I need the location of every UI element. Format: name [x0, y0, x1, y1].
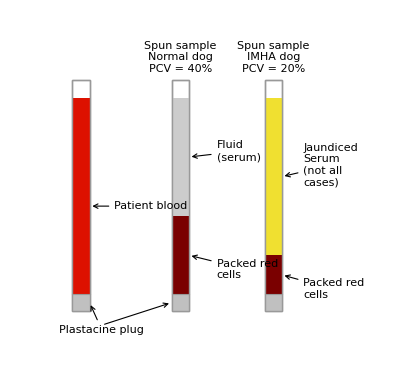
- Bar: [172, 216, 189, 294]
- Text: Spun sample
IMHA dog
PCV = 20%: Spun sample IMHA dog PCV = 20%: [237, 40, 309, 74]
- Bar: [265, 98, 282, 255]
- Text: Patient blood: Patient blood: [94, 201, 188, 211]
- Bar: [72, 98, 90, 294]
- Bar: [172, 80, 189, 310]
- Bar: [72, 80, 90, 310]
- Bar: [172, 80, 189, 310]
- Bar: [265, 294, 282, 310]
- Text: Plastacine plug: Plastacine plug: [60, 306, 144, 335]
- Bar: [172, 294, 189, 310]
- Bar: [265, 80, 282, 310]
- Text: Fluid
(serum): Fluid (serum): [193, 141, 261, 162]
- Text: Jaundiced
Serum
(not all
cases): Jaundiced Serum (not all cases): [286, 143, 358, 188]
- Bar: [265, 255, 282, 294]
- Text: Packed red
cells: Packed red cells: [193, 255, 278, 280]
- Bar: [72, 80, 90, 310]
- Bar: [265, 80, 282, 310]
- Bar: [72, 294, 90, 310]
- Text: Packed red
cells: Packed red cells: [286, 275, 365, 300]
- Bar: [172, 98, 189, 216]
- Text: Spun sample
Normal dog
PCV = 40%: Spun sample Normal dog PCV = 40%: [144, 40, 216, 74]
